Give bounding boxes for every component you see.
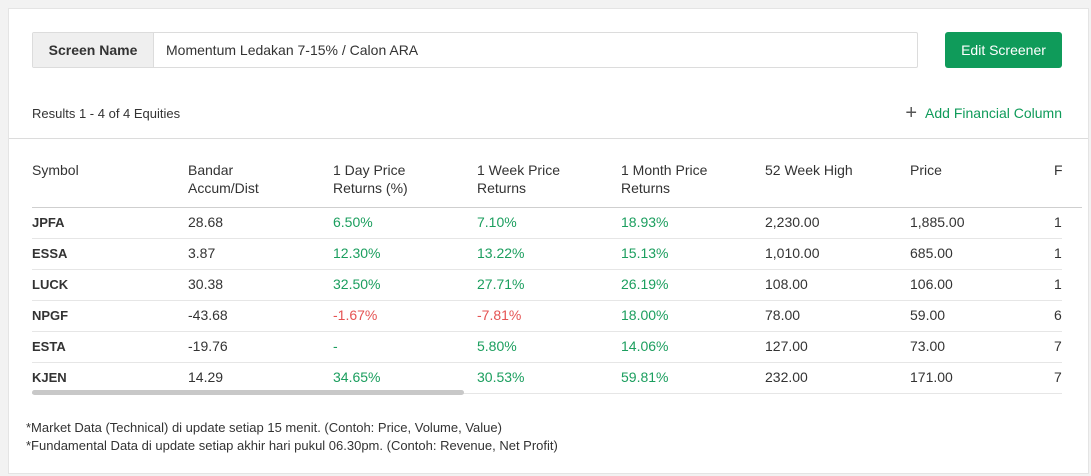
cell-bandar: 3.87 — [188, 245, 216, 261]
table-body: JPFA 28.68 6.50% 7.10% 18.93% 2,230.00 1,885.0… — [32, 208, 1082, 394]
column-header-f[interactable]: F — [1054, 162, 1063, 178]
screener-card: Screen Name Momentum Ledakan 7-15% / Cal… — [8, 8, 1089, 474]
add-financial-column-label: Add Financial Column — [925, 105, 1062, 121]
cell-symbol[interactable]: ESTA — [32, 339, 66, 354]
cell-day: 32.50% — [333, 276, 381, 292]
table-header: Symbol Bandar Accum/Dist 1 Day Price Retur… — [32, 161, 1082, 208]
screen-name-value[interactable]: Momentum Ledakan 7-15% / Calon ARA — [166, 42, 419, 58]
cell-price: 171.00 — [910, 369, 953, 385]
cell-month: 18.00% — [621, 307, 669, 323]
plus-icon: + — [905, 102, 918, 124]
cell-month: 59.81% — [621, 369, 669, 385]
cell-symbol[interactable]: ESSA — [32, 246, 68, 261]
column-header-1week[interactable]: 1 Week Price Returns — [477, 162, 560, 196]
table-row[interactable]: JPFA 28.68 6.50% 7.10% 18.93% 2,230.00 1,885.0… — [32, 208, 1062, 239]
table-row[interactable]: ESSA 3.87 12.30% 13.22% 15.13% 1,010.00 685.00… — [32, 239, 1062, 270]
cell-symbol[interactable]: KJEN — [32, 370, 67, 385]
cell-f: 7 — [1054, 338, 1062, 354]
footnotes: *Market Data (Technical) di update setia… — [26, 419, 558, 455]
screen-name-label: Screen Name — [33, 33, 154, 67]
column-header-symbol[interactable]: Symbol — [32, 162, 79, 178]
cell-high52: 127.00 — [765, 338, 808, 354]
cell-week: 27.71% — [477, 276, 525, 292]
results-table: Symbol Bandar Accum/Dist 1 Day Price Retur… — [32, 161, 1082, 394]
cell-symbol[interactable]: LUCK — [32, 277, 69, 292]
footnote-market-data: *Market Data (Technical) di update setia… — [26, 420, 502, 435]
cell-high52: 232.00 — [765, 369, 808, 385]
cell-week: 13.22% — [477, 245, 525, 261]
column-header-price[interactable]: Price — [910, 162, 942, 178]
cell-f: 1 — [1054, 276, 1062, 292]
edit-screener-button[interactable]: Edit Screener — [945, 32, 1062, 68]
cell-day: 6.50% — [333, 214, 373, 230]
cell-day: - — [333, 338, 338, 354]
cell-symbol[interactable]: JPFA — [32, 215, 65, 230]
cell-bandar: 14.29 — [188, 369, 224, 385]
cell-high52: 78.00 — [765, 307, 801, 323]
column-header-1month[interactable]: 1 Month Price Returns — [621, 162, 708, 196]
add-financial-column-button[interactable]: + Add Financial Column — [905, 102, 1062, 124]
cell-bandar: -19.76 — [188, 338, 228, 354]
cell-high52: 108.00 — [765, 276, 808, 292]
cell-price: 685.00 — [910, 245, 953, 261]
cell-high52: 2,230.00 — [765, 214, 820, 230]
screen-name-field: Screen Name Momentum Ledakan 7-15% / Cal… — [32, 32, 918, 68]
cell-price: 106.00 — [910, 276, 953, 292]
table-row[interactable]: NPGF -43.68 -1.67% -7.81% 18.00% 78.00 59.00 6 — [32, 301, 1062, 332]
table-row[interactable]: ESTA -19.76 - 5.80% 14.06% 127.00 73.00 7 — [32, 332, 1062, 363]
section-divider — [9, 138, 1088, 139]
cell-f: 7 — [1054, 369, 1062, 385]
table-row[interactable]: KJEN 14.29 34.65% 30.53% 59.81% 232.00 171.00 7 — [32, 363, 1062, 394]
cell-price: 73.00 — [910, 338, 946, 354]
cell-f: 6 — [1054, 307, 1062, 323]
cell-month: 14.06% — [621, 338, 669, 354]
cell-f: 1 — [1054, 214, 1062, 230]
cell-month: 15.13% — [621, 245, 669, 261]
cell-bandar: 30.38 — [188, 276, 224, 292]
table-row[interactable]: LUCK 30.38 32.50% 27.71% 26.19% 108.00 106.00 1 — [32, 270, 1062, 301]
column-header-1day[interactable]: 1 Day Price Returns (%) — [333, 162, 408, 196]
cell-high52: 1,010.00 — [765, 245, 820, 261]
cell-bandar: -43.68 — [188, 307, 228, 323]
cell-symbol[interactable]: NPGF — [32, 308, 69, 323]
footnote-fundamental-data: *Fundamental Data di update setiap akhir… — [26, 438, 558, 453]
horizontal-scrollbar[interactable] — [32, 390, 464, 395]
results-count: Results 1 - 4 of 4 Equities — [32, 106, 181, 121]
cell-f: 1 — [1054, 245, 1062, 261]
cell-price: 59.00 — [910, 307, 946, 323]
column-header-bandar[interactable]: Bandar Accum/Dist — [188, 162, 259, 196]
cell-price: 1,885.00 — [910, 214, 965, 230]
cell-month: 18.93% — [621, 214, 669, 230]
cell-week: -7.81% — [477, 307, 522, 323]
cell-day: 34.65% — [333, 369, 381, 385]
cell-day: -1.67% — [333, 307, 378, 323]
cell-week: 7.10% — [477, 214, 517, 230]
cell-day: 12.30% — [333, 245, 381, 261]
cell-month: 26.19% — [621, 276, 669, 292]
cell-bandar: 28.68 — [188, 214, 224, 230]
cell-week: 30.53% — [477, 369, 525, 385]
cell-week: 5.80% — [477, 338, 517, 354]
column-header-52wk-high[interactable]: 52 Week High — [765, 162, 853, 178]
